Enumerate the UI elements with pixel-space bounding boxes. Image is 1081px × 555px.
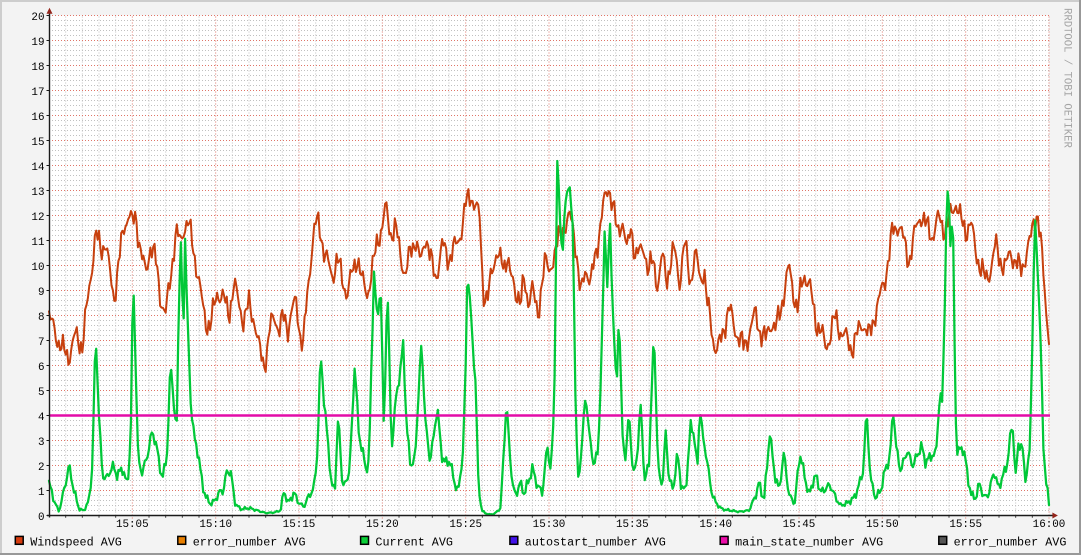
svg-text:autostart_number AVG: autostart_number AVG [525, 536, 666, 550]
svg-text:main_state_number AVG: main_state_number AVG [735, 536, 883, 550]
svg-text:15:20: 15:20 [366, 519, 399, 531]
svg-text:19: 19 [31, 37, 44, 49]
svg-text:15:30: 15:30 [533, 519, 566, 531]
svg-text:9: 9 [38, 287, 45, 299]
svg-text:Current AVG: Current AVG [375, 536, 453, 550]
svg-text:12: 12 [31, 212, 44, 224]
svg-text:18: 18 [31, 62, 44, 74]
svg-text:15:55: 15:55 [949, 519, 982, 531]
svg-text:15:50: 15:50 [866, 519, 899, 531]
svg-text:14: 14 [31, 162, 44, 174]
svg-text:16: 16 [31, 112, 44, 124]
svg-text:6: 6 [38, 362, 45, 374]
svg-text:15:25: 15:25 [449, 519, 482, 531]
svg-text:5: 5 [38, 387, 45, 399]
svg-text:4: 4 [38, 412, 45, 424]
svg-text:7: 7 [38, 337, 45, 349]
svg-text:RRDTOOL / TOBI OETIKER: RRDTOOL / TOBI OETIKER [1061, 8, 1073, 149]
svg-text:20: 20 [31, 12, 44, 24]
svg-text:15: 15 [31, 137, 44, 149]
svg-text:error_number AVG: error_number AVG [193, 536, 306, 550]
svg-text:13: 13 [31, 187, 44, 199]
svg-text:17: 17 [31, 87, 44, 99]
svg-text:15:10: 15:10 [199, 519, 232, 531]
svg-text:15:40: 15:40 [699, 519, 732, 531]
svg-text:11: 11 [31, 237, 45, 249]
svg-text:2: 2 [38, 462, 45, 474]
svg-text:error_number AVG: error_number AVG [954, 536, 1067, 550]
svg-text:8: 8 [38, 312, 45, 324]
svg-text:Windspeed AVG: Windspeed AVG [30, 536, 122, 550]
svg-text:15:15: 15:15 [283, 519, 316, 531]
svg-text:16:00: 16:00 [1033, 519, 1066, 531]
svg-text:1: 1 [38, 487, 45, 499]
svg-text:3: 3 [38, 437, 45, 449]
svg-text:15:45: 15:45 [783, 519, 816, 531]
svg-text:0: 0 [38, 512, 45, 524]
svg-text:15:05: 15:05 [116, 519, 149, 531]
svg-text:15:35: 15:35 [616, 519, 649, 531]
svg-text:10: 10 [31, 262, 44, 274]
